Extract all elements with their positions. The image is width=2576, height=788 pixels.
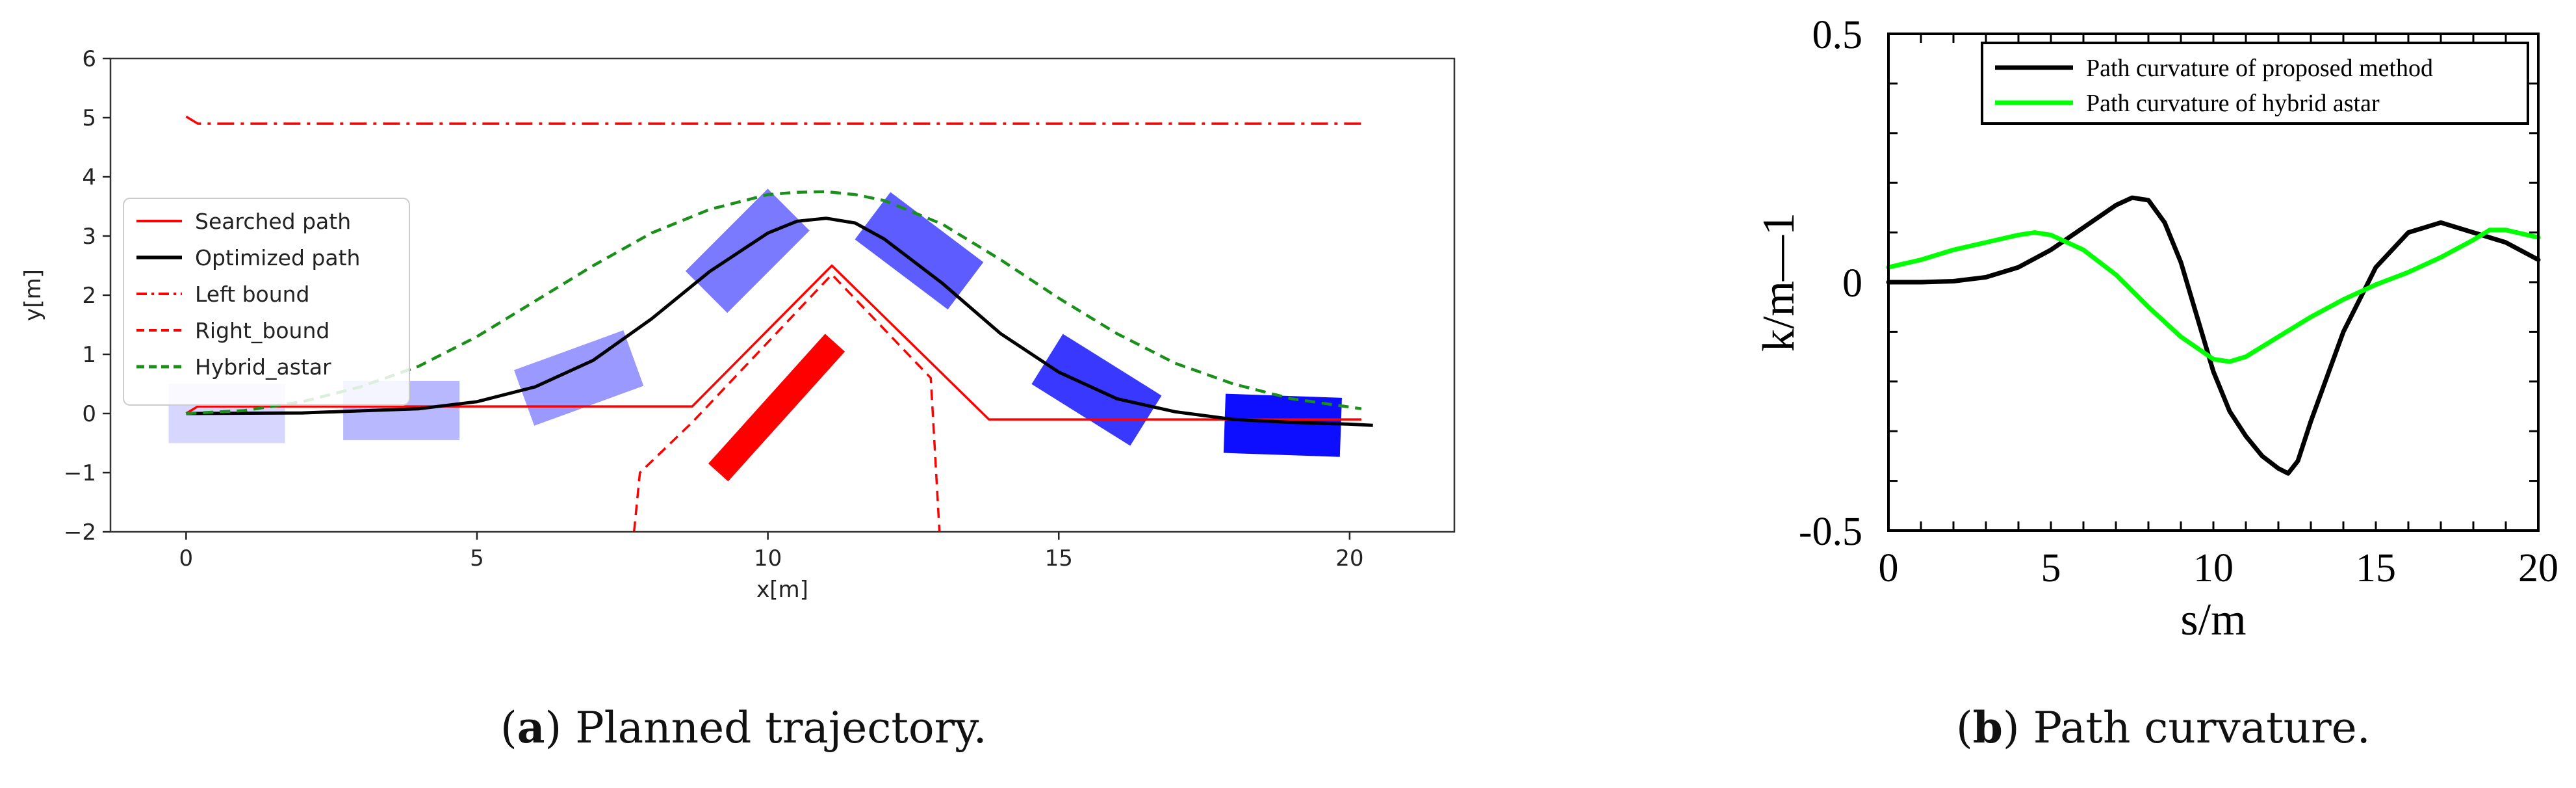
plot-frame-b bbox=[1887, 33, 2540, 532]
y-tick-label-b: 0 bbox=[1842, 261, 1862, 306]
y-tick-label-a: 6 bbox=[82, 46, 96, 72]
chart-path-curvature: 0 5 10 15 20 0.5 0 -0.5 s/m k/m—1 Path curvature o… bbox=[1754, 13, 2558, 645]
x-tick-label-a: 10 bbox=[754, 545, 782, 571]
vehicle-box bbox=[1223, 393, 1342, 457]
series-line-path-curvature-of-proposed-method bbox=[1886, 195, 2541, 476]
caption-b: (b) Path curvature. bbox=[1956, 702, 2371, 753]
x-tick-label-a: 15 bbox=[1045, 545, 1073, 571]
y-axis-label-b: k/m—1 bbox=[1754, 213, 1804, 352]
legend-label-searched-path: Searched path bbox=[195, 209, 351, 234]
caption-a: (a) Planned trajectory. bbox=[500, 702, 987, 753]
panel-path-curvature: 0 5 10 15 20 0.5 0 -0.5 s/m k/m—1 Path curvature o… bbox=[1690, 0, 2576, 788]
panel-planned-trajectory: 0 5 10 15 20 −2 −1 0 1 2 3 4 5 6 x[m] y[m] Searched path… bbox=[20, 46, 1456, 603]
legend-label-path-curvature-of-proposed-method: Path curvature of proposed method bbox=[2086, 55, 2433, 82]
y-tick-label-a: 3 bbox=[82, 224, 96, 250]
y-tick-label-a: 2 bbox=[82, 283, 96, 309]
series-line-optimized-path bbox=[186, 217, 1373, 427]
y-tick-label-a: −2 bbox=[64, 519, 96, 545]
x-axis-label-a: x[m] bbox=[756, 577, 808, 603]
x-axis-label-b: s/m bbox=[2180, 595, 2246, 645]
x-tick-label-b: 0 bbox=[1879, 546, 1899, 590]
caption-b-text: Path curvature. bbox=[2019, 703, 2371, 753]
vehicle-box bbox=[513, 330, 644, 426]
legend-label-left-bound: Left bound bbox=[195, 282, 310, 307]
x-tick-label-a: 20 bbox=[1335, 545, 1363, 571]
legend-box-a bbox=[123, 198, 410, 406]
y-tick-label-a: −1 bbox=[64, 460, 96, 486]
x-tick-label-b: 5 bbox=[2041, 546, 2061, 590]
legend-a: Searched path Optimized path Left bound Rig… bbox=[123, 198, 410, 406]
x-tick-label-b: 15 bbox=[2356, 546, 2396, 590]
plot-frame-a bbox=[109, 57, 1456, 533]
x-tick-label-a: 0 bbox=[179, 545, 194, 571]
series-line-searched-path bbox=[185, 264, 1361, 421]
x-tick-label-b: 20 bbox=[2518, 546, 2558, 590]
y-tick-label-b: 0.5 bbox=[1812, 13, 1863, 57]
legend-label-hybrid-astar: Hybrid_astar bbox=[195, 354, 331, 380]
vehicle-box bbox=[855, 192, 984, 309]
obstacle-box bbox=[708, 334, 845, 482]
legend-label-right-bound: Right_bound bbox=[195, 318, 329, 343]
legend-box-b bbox=[1981, 42, 2529, 125]
caption-a-letter: a bbox=[517, 702, 545, 753]
caption-a-text: Planned trajectory. bbox=[561, 703, 987, 753]
y-tick-label-a: 1 bbox=[82, 342, 96, 368]
legend-b: Path curvature of proposed method Path cu… bbox=[1981, 42, 2529, 125]
x-tick-label-a: 5 bbox=[470, 545, 484, 571]
vehicle-box bbox=[685, 189, 810, 313]
y-tick-label-a: 4 bbox=[82, 164, 96, 190]
series-line-left-bound bbox=[185, 115, 1361, 125]
y-tick-label-b: -0.5 bbox=[1799, 510, 1862, 554]
chart-planned-trajectory: 0 5 10 15 20 −2 −1 0 1 2 3 4 5 6 x[m] y[m] Searched path… bbox=[20, 46, 1456, 603]
y-tick-label-a: 5 bbox=[82, 105, 96, 131]
legend-label-optimized-path: Optimized path bbox=[195, 245, 360, 270]
legend-label-path-curvature-of-hybrid-astar: Path curvature of hybrid astar bbox=[2086, 90, 2380, 117]
caption-b-letter: b bbox=[1972, 702, 2003, 753]
y-axis-label-a: y[m] bbox=[20, 269, 46, 321]
series-line-path-curvature-of-hybrid-astar bbox=[1886, 228, 2541, 364]
x-tick-label-b: 10 bbox=[2193, 546, 2234, 590]
series-line-hybrid-astar bbox=[186, 190, 1362, 415]
y-tick-label-a: 0 bbox=[82, 401, 96, 427]
